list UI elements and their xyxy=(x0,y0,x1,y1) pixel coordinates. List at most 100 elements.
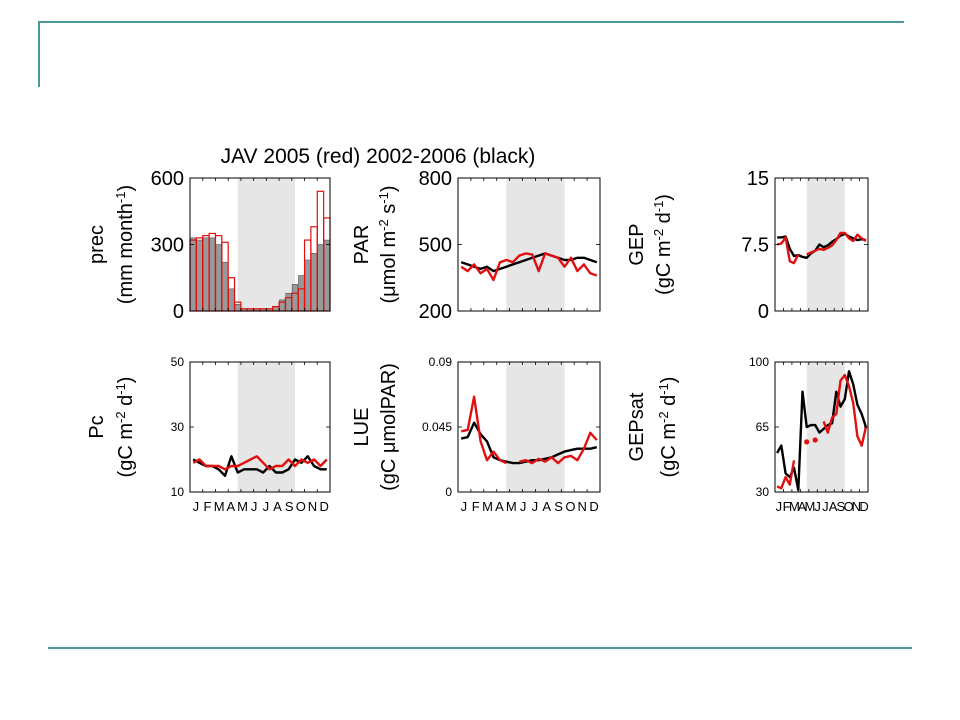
month-tick-label: M xyxy=(214,499,225,514)
y-axis-label-text: (mm month xyxy=(115,203,137,304)
y-axis-label-par-line1: PAR xyxy=(351,225,373,265)
y-axis-label-text: PAR xyxy=(351,225,373,265)
month-tick-label: N xyxy=(852,499,861,514)
month-tick-label: J xyxy=(193,499,200,514)
line-gep-2005-0 xyxy=(776,236,800,265)
y-tick-label-lue: 0 xyxy=(445,485,452,499)
bar-prec-mean-7 xyxy=(234,304,241,312)
y-tick-label-lue: 0.045 xyxy=(422,420,452,434)
month-tick-label: N xyxy=(578,499,587,514)
y-tick-label-par: 800 xyxy=(419,168,452,190)
y-axis-label-text: (gC m xyxy=(115,423,137,477)
month-tick-label: A xyxy=(495,499,504,514)
month-tick-label: D xyxy=(589,499,598,514)
bar-prec-mean-5 xyxy=(221,261,229,312)
shade-band xyxy=(806,178,845,311)
month-tick-label: M xyxy=(482,499,493,514)
line-par-2005 xyxy=(460,252,598,282)
y-axis-label-gepsat-line2: (gC m-2 d-1) xyxy=(656,377,681,478)
y-tick-label-gep: 15 xyxy=(747,168,769,190)
y-axis-label-text: ) xyxy=(115,377,137,384)
month-tick-label: J xyxy=(776,499,783,514)
bar-prec-mean-19 xyxy=(310,253,318,312)
bar-prec-mean-20 xyxy=(317,244,324,312)
y-axis-label-text: d xyxy=(115,395,137,412)
y-axis-label-text: GEP xyxy=(626,223,648,265)
month-tick-label: J xyxy=(461,499,468,514)
month-tick-label: J xyxy=(532,499,539,514)
y-axis-label-text: ) xyxy=(653,194,675,201)
line-lue-2005-1 xyxy=(519,431,598,465)
y-tick-label-gepsat: 100 xyxy=(749,355,769,369)
y-tick-label-pc: 50 xyxy=(171,355,185,369)
y-axis-label-prec-line1: prec xyxy=(86,225,108,264)
y-axis-label-exponent: -2 xyxy=(651,229,666,241)
month-tick-label: S xyxy=(554,499,563,514)
month-tick-label: A xyxy=(798,499,807,514)
y-axis-label-pc-line2: (gC m-2 d-1) xyxy=(113,377,138,478)
line-gep-2005-1 xyxy=(806,231,867,256)
month-tick-label: M xyxy=(506,499,517,514)
month-tick-label: M xyxy=(237,499,248,514)
y-tick-label-par: 200 xyxy=(419,301,452,323)
y-axis-label-text: (gC m xyxy=(658,423,680,477)
line-lue-2005-0 xyxy=(460,395,507,465)
line-gepsat-2005-0 xyxy=(776,460,796,490)
top-rule-vertical xyxy=(38,21,40,87)
y-axis-label-exponent: -2 xyxy=(376,219,391,231)
bar-prec-mean-15 xyxy=(285,292,292,312)
y-axis-label-exponent: -1 xyxy=(113,383,128,395)
y-axis-label-gepsat-line1: GEPsat xyxy=(626,392,648,461)
y-tick-label-pc: 30 xyxy=(171,420,185,434)
y-axis-label-gep-line2: (gC m-2 d-1) xyxy=(651,194,676,295)
y-tick-label-par: 500 xyxy=(419,235,452,257)
month-tick-label: A xyxy=(829,499,838,514)
month-tick-label: A xyxy=(273,499,282,514)
month-tick-label: A xyxy=(226,499,235,514)
bar-prec-mean-16 xyxy=(291,284,299,312)
y-axis-label-exponent: -2 xyxy=(113,411,128,423)
bar-prec-mean-2 xyxy=(202,237,210,312)
month-tick-label: F xyxy=(783,499,791,514)
y-axis-label-text: s xyxy=(378,204,400,220)
bar-prec-mean-17 xyxy=(298,275,305,312)
figure-title: JAV 2005 (red) 2002-2006 (black) xyxy=(221,145,536,168)
y-axis-label-exponent: -2 xyxy=(656,411,671,423)
month-tick-label: S xyxy=(837,499,846,514)
y-axis-label-gep-line1: GEP xyxy=(626,223,648,265)
month-tick-label: J xyxy=(520,499,527,514)
y-axis-label-prec-line2: (mm month-1) xyxy=(113,185,138,304)
month-tick-label: D xyxy=(859,499,868,514)
month-tick-label: O xyxy=(844,499,854,514)
month-tick-label: D xyxy=(319,499,328,514)
y-axis-label-text: ) xyxy=(378,186,400,193)
y-axis-label-exponent: -1 xyxy=(113,191,128,203)
y-axis-label-text: Pc xyxy=(86,415,108,438)
y-tick-label-prec: 600 xyxy=(151,168,184,190)
panel-gep: 0 7.5 15 GEP (gC m-2 d-1) xyxy=(626,168,869,323)
point-gepsat-2005-1 xyxy=(804,439,810,445)
month-tick-label: M xyxy=(789,499,800,514)
y-axis-label-exponent: -1 xyxy=(651,201,666,213)
month-tick-label: J xyxy=(814,499,821,514)
y-axis-label-text: d xyxy=(658,395,680,412)
y-axis-label-text: ) xyxy=(658,377,680,384)
month-tick-label: F xyxy=(472,499,480,514)
line-gep-mean xyxy=(777,232,867,259)
bar-prec-mean-1 xyxy=(196,239,203,312)
month-tick-label: S xyxy=(285,499,294,514)
shade-band xyxy=(506,362,565,492)
shade-band xyxy=(506,178,565,311)
month-tick-label: O xyxy=(296,499,306,514)
month-tick-label: A xyxy=(542,499,551,514)
bar-prec-mean-0 xyxy=(190,237,197,312)
y-axis-label-text: (gC m xyxy=(653,241,675,295)
bottom-rule xyxy=(48,647,912,649)
y-tick-label-lue: 0.09 xyxy=(429,355,453,369)
y-tick-label-pc: 10 xyxy=(171,485,185,499)
